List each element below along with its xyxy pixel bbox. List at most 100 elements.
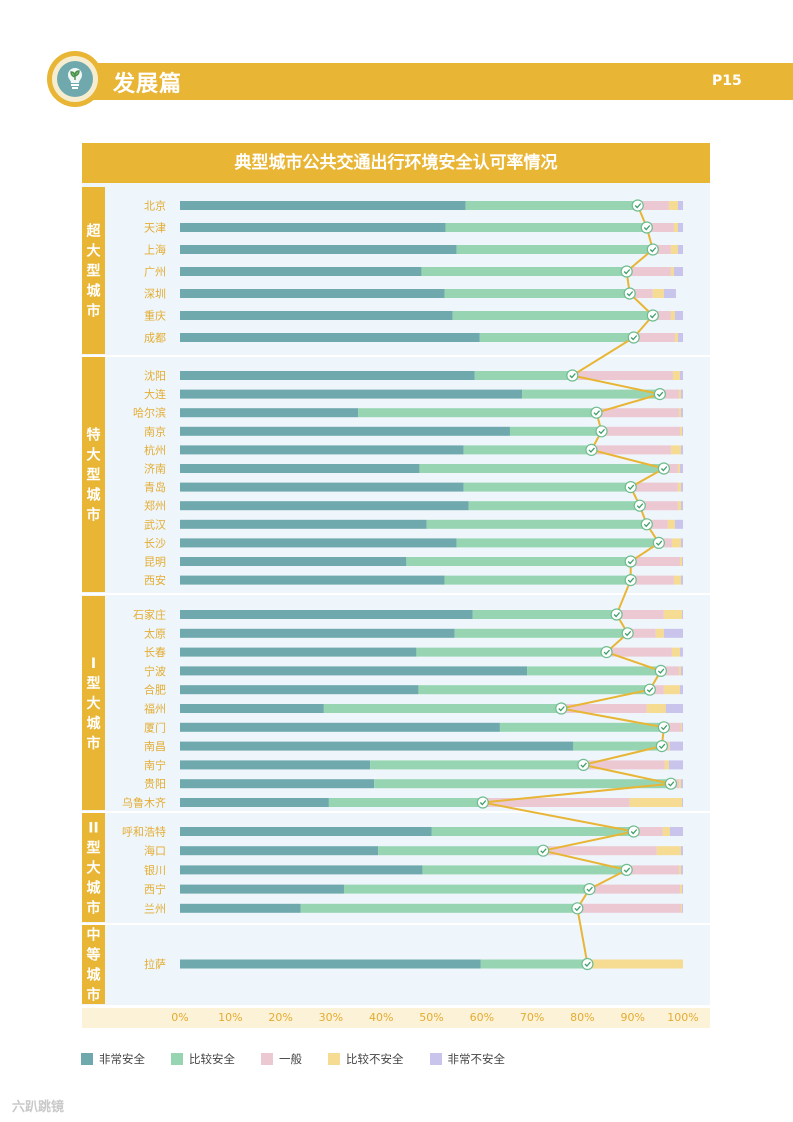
bar-segment	[180, 959, 481, 969]
bar-segment	[678, 389, 681, 399]
bar-segment	[421, 267, 627, 276]
bar-segment	[681, 884, 683, 894]
chart-title: 典型城市公共交通出行环境安全认可率情况	[234, 153, 558, 173]
bar-segment	[370, 760, 584, 770]
bar-segment	[180, 311, 453, 320]
bar-segment	[445, 223, 647, 232]
check-icon	[643, 225, 651, 231]
group-label-box	[82, 357, 105, 592]
check-icon	[626, 291, 634, 297]
header-bar	[78, 63, 793, 100]
city-label: 兰州	[144, 902, 166, 915]
group-label-char: 超	[86, 223, 102, 240]
bar-segment	[637, 201, 669, 210]
bar-segment	[672, 371, 680, 380]
city-label: 合肥	[144, 683, 166, 697]
bar-segment	[671, 538, 681, 548]
x-tick-label: 60%	[469, 1011, 495, 1024]
legend-label: 非常不安全	[447, 1052, 506, 1066]
city-label: 郑州	[144, 499, 166, 513]
bar-segment	[681, 610, 683, 619]
group-label-char: 大	[87, 447, 101, 464]
bar-segment	[646, 519, 668, 529]
approval-marker	[620, 265, 633, 278]
bar-segment	[677, 223, 683, 232]
check-icon	[598, 428, 606, 435]
check-icon	[660, 724, 668, 731]
bar-segment	[328, 798, 483, 807]
legend-item: 一般	[261, 1051, 302, 1067]
bar-segment	[591, 445, 671, 455]
legend-swatch	[429, 1053, 442, 1065]
bar-segment	[679, 685, 683, 695]
bar-segment	[180, 501, 469, 511]
bar-segment	[374, 779, 671, 789]
bar-segment	[590, 959, 683, 969]
bar-segment	[468, 501, 640, 511]
legend-label: 一般	[279, 1052, 302, 1066]
bar-segment	[681, 798, 683, 807]
bar-segment	[679, 371, 683, 380]
approval-marker	[640, 221, 653, 234]
approval-marker	[623, 287, 636, 300]
bar-segment	[664, 760, 669, 770]
x-tick-label: 100%	[667, 1011, 699, 1024]
check-icon	[588, 447, 595, 453]
bar-segment	[681, 903, 683, 913]
x-tick-label: 10%	[218, 1011, 243, 1024]
bar-segment	[673, 267, 683, 276]
group-label-char: 型	[87, 263, 101, 280]
check-icon	[627, 559, 635, 565]
bar-segment	[671, 647, 680, 657]
bar-segment	[180, 426, 510, 436]
bar-segment	[680, 482, 683, 492]
bar-segment	[180, 445, 464, 455]
bar-segment	[655, 628, 664, 638]
bar-segment	[300, 903, 578, 913]
city-label: 拉萨	[144, 957, 166, 971]
bar-segment	[678, 865, 681, 875]
city-label: 福州	[144, 702, 166, 716]
city-label: 太原	[144, 627, 166, 640]
approval-marker	[585, 443, 598, 456]
bar-segment	[680, 903, 682, 913]
legend-item: 比较安全	[171, 1051, 235, 1067]
city-label: 南昌	[144, 740, 166, 753]
bar-segment	[669, 827, 683, 836]
approval-marker	[537, 844, 550, 857]
bar-segment	[180, 389, 523, 399]
bar-segment	[180, 798, 329, 807]
bar-segment	[358, 408, 597, 418]
bar-segment	[180, 245, 457, 254]
group-label-char: 市	[87, 735, 101, 752]
group-label-char: 型	[87, 675, 101, 692]
bar-segment	[673, 223, 678, 232]
bar-segment	[482, 798, 630, 807]
bar-segment	[663, 722, 681, 732]
city-label: 天津	[144, 222, 166, 235]
x-axis-strip	[82, 1008, 710, 1028]
bar-segment	[626, 267, 671, 276]
city-label: 成都	[144, 332, 166, 345]
city-label: 宁波	[144, 664, 166, 678]
check-icon	[634, 203, 642, 209]
city-label: 海口	[144, 844, 166, 858]
bar-segment	[543, 846, 657, 856]
bar-segment	[670, 245, 678, 254]
group-label-char: 城	[87, 715, 101, 732]
bar-segment	[180, 722, 500, 732]
bar-segment	[509, 426, 602, 436]
check-icon	[646, 687, 654, 693]
bar-segment	[180, 760, 371, 770]
bar-segment	[663, 628, 683, 638]
bar-segment	[522, 389, 660, 399]
bar-segment	[180, 779, 375, 789]
group-label-char: 城	[87, 283, 101, 300]
approval-marker	[581, 957, 594, 971]
bar-segment	[646, 704, 666, 713]
bar-segment	[479, 333, 634, 342]
bar-segment	[630, 575, 674, 585]
bar-segment	[589, 884, 680, 894]
bar-segment	[669, 741, 683, 751]
bar-segment	[679, 557, 682, 566]
